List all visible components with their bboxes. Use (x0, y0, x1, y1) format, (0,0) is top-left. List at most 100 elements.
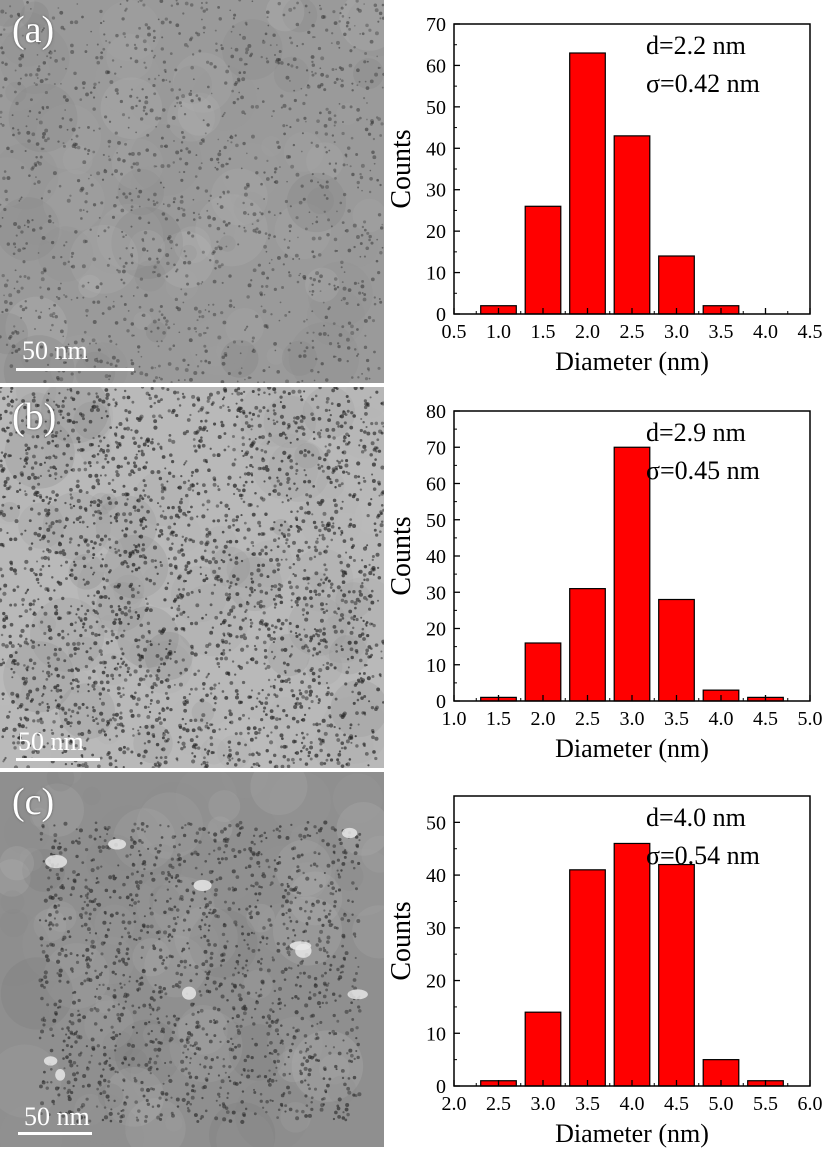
histogram-bar (524, 642, 562, 702)
histogram-svg: 1.0 1.5 2.0 2.5 3.0 3.5 4.0 4.5 5.0 Diameter (nm)… (386, 401, 823, 763)
y-axis-label: Counts (386, 901, 417, 980)
x-tick-label: 1.5 (531, 321, 556, 343)
histogram-svg: 0.5 1.0 1.5 2.0 2.5 3.0 3.5 4.0 4.5 Diameter (nm)… (386, 14, 823, 376)
histogram-bar (569, 52, 606, 315)
tem-image (0, 387, 384, 768)
y-tick-label: 40 (426, 865, 446, 887)
histogram-a: 0.5 1.0 1.5 2.0 2.5 3.0 3.5 4.0 4.5 Diameter (nm)… (384, 0, 824, 385)
annotation-sigma: σ=0.54 nm (646, 841, 760, 870)
scale-bar-label: 50 nm (18, 727, 84, 756)
tem-micrograph: (c) 50 nm (0, 772, 384, 1147)
scale-bar (16, 758, 100, 761)
x-axis: 1.0 1.5 2.0 2.5 3.0 3.5 4.0 4.5 5.0 Diameter (nm) (442, 695, 823, 763)
tem-micrograph: (b) 50 nm (0, 387, 384, 768)
x-axis-label: Diameter (nm) (555, 734, 709, 763)
panel-label: (b) (12, 396, 57, 438)
x-tick-label: 4.0 (753, 321, 778, 343)
y-tick-label: 20 (426, 619, 446, 641)
y-axis: 0 10 20 30 40 50 Counts (386, 812, 460, 1098)
annotation-sigma: σ=0.42 nm (646, 69, 760, 98)
histogram-bar (524, 1011, 562, 1087)
histogram-bar (613, 135, 651, 315)
x-axis: 2.0 2.5 3.0 3.5 4.0 4.5 5.0 5.5 6.0 Diameter (nm) (442, 1080, 823, 1148)
x-tick-label: 6.0 (798, 1093, 823, 1115)
annotation-mean-diameter: d=2.2 nm (646, 31, 746, 60)
y-tick-label: 60 (426, 55, 446, 77)
tem-background (0, 772, 384, 1147)
x-tick-label: 5.5 (753, 1093, 778, 1115)
y-axis: 0 10 20 30 40 50 60 70 Counts (386, 14, 460, 326)
histogram-bar (658, 863, 695, 1087)
x-tick-label: 5.0 (798, 708, 823, 730)
histogram-bar (569, 588, 606, 702)
x-tick-label: 3.0 (531, 1093, 556, 1115)
histogram-c: 2.0 2.5 3.0 3.5 4.0 4.5 5.0 5.5 6.0 Diameter (nm)… (384, 772, 824, 1159)
y-tick-label: 0 (436, 1076, 446, 1098)
x-tick-label: 3.5 (709, 321, 734, 343)
nanoparticles (38, 820, 362, 1125)
scale-bar (18, 1132, 92, 1135)
y-tick-label: 30 (426, 918, 446, 940)
y-tick-label: 30 (426, 180, 446, 202)
panel-a: (a) 50 nm 0.5 1.0 1.5 2.0 2.5 3.0 3.5 4.0 4.5 Dia… (0, 0, 824, 385)
x-tick-label: 2.5 (575, 708, 600, 730)
x-axis: 0.5 1.0 1.5 2.0 2.5 3.0 3.5 4.0 4.5 Diameter (nm) (442, 308, 823, 376)
histogram-b: 1.0 1.5 2.0 2.5 3.0 3.5 4.0 4.5 5.0 Diameter (nm)… (384, 387, 824, 770)
y-tick-label: 10 (426, 1023, 446, 1045)
bars (480, 842, 784, 1087)
x-tick-label: 4.5 (798, 321, 823, 343)
y-axis-label: Counts (386, 516, 417, 595)
tem-background (0, 387, 384, 768)
tem-image (0, 0, 384, 383)
panel-b: (b) 50 nm 1.0 1.5 2.0 2.5 3.0 3.5 4.0 4.5 5.0 Dia… (0, 387, 824, 770)
x-tick-label: 2.0 (575, 321, 600, 343)
y-axis-label: Counts (386, 129, 417, 208)
y-tick-label: 20 (426, 971, 446, 993)
panel-label: (a) (12, 9, 55, 51)
tem-background (0, 0, 384, 383)
y-tick-label: 40 (426, 138, 446, 160)
x-tick-label: 1.5 (486, 708, 511, 730)
scale-bar-label: 50 nm (22, 336, 88, 365)
y-tick-label: 50 (426, 812, 446, 834)
histogram-bar (613, 446, 651, 702)
histogram-bar (613, 842, 651, 1087)
y-axis: 0 10 20 30 40 50 60 70 80 Counts (386, 401, 460, 713)
x-axis-label: Diameter (nm) (555, 347, 709, 376)
panel-label: (c) (12, 781, 55, 823)
x-tick-label: 2.0 (442, 1093, 467, 1115)
x-axis-label: Diameter (nm) (555, 1119, 709, 1148)
y-tick-label: 40 (426, 546, 446, 568)
x-tick-label: 3.5 (664, 708, 689, 730)
x-tick-label: 0.5 (442, 321, 467, 343)
x-tick-label: 5.0 (709, 1093, 734, 1115)
y-tick-label: 50 (426, 510, 446, 532)
panel-c: (c) 50 nm 2.0 2.5 3.0 3.5 4.0 4.5 5.0 5.5 6.0 Dia… (0, 772, 824, 1159)
y-tick-label: 50 (426, 97, 446, 119)
nanoparticles (0, 0, 384, 383)
annotation-sigma: σ=0.45 nm (646, 456, 760, 485)
tem-micrograph: (a) 50 nm (0, 0, 384, 383)
y-tick-label: 60 (426, 474, 446, 496)
y-tick-label: 0 (436, 691, 446, 713)
y-tick-label: 30 (426, 582, 446, 604)
x-tick-label: 3.5 (575, 1093, 600, 1115)
annotation-mean-diameter: d=4.0 nm (646, 803, 746, 832)
x-tick-label: 1.0 (486, 321, 511, 343)
x-tick-label: 3.0 (620, 708, 645, 730)
x-tick-label: 4.5 (664, 1093, 689, 1115)
y-tick-label: 10 (426, 655, 446, 677)
scale-bar-label: 50 nm (24, 1102, 90, 1131)
x-tick-label: 4.5 (753, 708, 778, 730)
y-tick-label: 80 (426, 401, 446, 423)
x-tick-label: 1.0 (442, 708, 467, 730)
bars (480, 446, 784, 702)
x-tick-label: 2.0 (531, 708, 556, 730)
histogram-bar (569, 869, 606, 1087)
y-tick-label: 10 (426, 263, 446, 285)
y-tick-label: 70 (426, 437, 446, 459)
bars (480, 52, 740, 315)
annotation-mean-diameter: d=2.9 nm (646, 418, 746, 447)
scale-bar (16, 368, 134, 371)
histogram-bar (658, 255, 695, 315)
